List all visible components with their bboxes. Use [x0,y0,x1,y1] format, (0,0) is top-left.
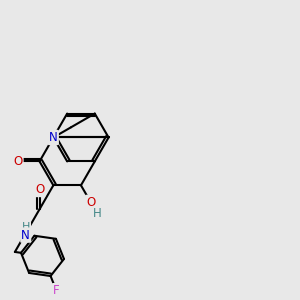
Text: H: H [22,222,30,232]
Text: H: H [93,207,102,220]
Text: O: O [86,196,95,209]
Text: N: N [49,131,58,144]
Text: O: O [35,183,44,196]
Text: O: O [13,155,22,168]
Text: N: N [21,229,30,242]
Text: F: F [53,284,60,297]
